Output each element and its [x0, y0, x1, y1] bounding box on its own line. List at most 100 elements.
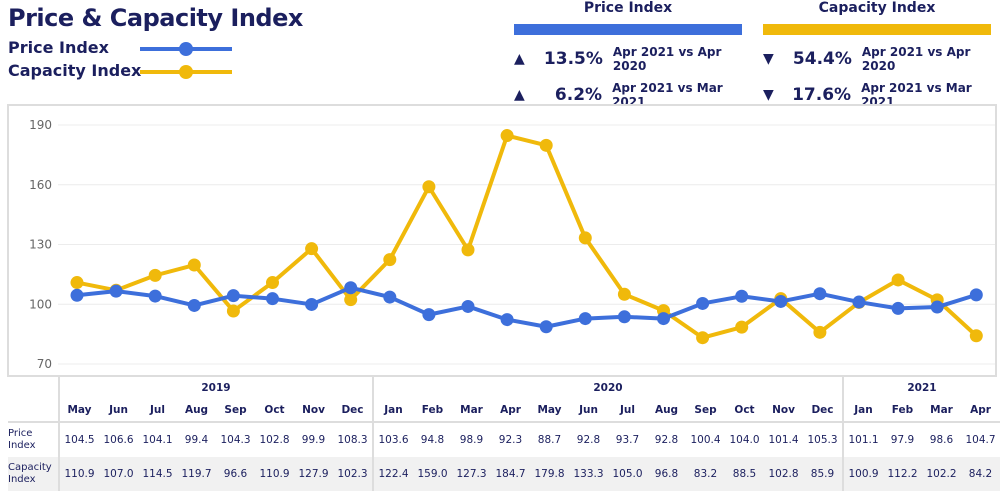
data-point [226, 289, 240, 303]
table-cell: 105.3 [807, 434, 838, 446]
kpi-label: Apr 2021 vs Apr 2020 [861, 45, 971, 73]
series-line [76, 133, 978, 340]
table-cell: 107.0 [99, 457, 138, 491]
table-cell: 96.8 [647, 457, 686, 491]
data-point [696, 331, 710, 345]
triangle-up-icon: ▲ [514, 51, 525, 67]
table-cell: 110.9 [58, 457, 99, 491]
triangle-up-icon: ▲ [514, 87, 525, 103]
month-header: Aug [647, 399, 686, 423]
month-header: Jun [99, 399, 138, 423]
month-header: Oct [255, 399, 294, 423]
data-point [70, 288, 84, 302]
y-tick-label: 70 [37, 357, 52, 371]
month-row: May Jun Jul Aug Sep Oct Nov Dec Jan Feb Mar Apr May J… [8, 399, 1000, 423]
table-cell: 105.0 [608, 457, 647, 491]
page-title: Price & Capacity Index [8, 4, 303, 32]
month-header: May [58, 399, 99, 423]
table-cell: 99.4 [184, 434, 209, 446]
table-cell: 103.6 [372, 422, 413, 457]
table-cell: 97.9 [890, 434, 915, 446]
table-cell: 88.7 [537, 434, 562, 446]
legend-capacity: Capacity Index [8, 61, 141, 80]
series-line [76, 285, 977, 329]
legend-label: Capacity Index [8, 61, 142, 80]
table-cell: 92.8 [654, 434, 679, 446]
table-row: Capacity Index 110.9 107.0 114.5 119.7 96.6 110… [8, 457, 1000, 491]
kpi-bar [763, 24, 991, 35]
legend-price: Price Index [8, 38, 109, 57]
data-table: 2019 2020 2021 May Jun Jul Aug Sep Oct Nov Dec Jan F… [8, 377, 1000, 491]
table-cell: 110.9 [255, 457, 294, 491]
table-cell: 101.1 [842, 422, 883, 457]
data-point [696, 296, 710, 310]
month-header: Nov [294, 399, 333, 423]
table-cell: 133.3 [569, 457, 608, 491]
table-cell: 184.7 [491, 457, 530, 491]
data-point [930, 300, 944, 314]
month-header: Jan [372, 399, 413, 423]
corner [8, 377, 59, 399]
table-cell: 101.4 [768, 434, 799, 446]
y-tick-label: 160 [29, 178, 52, 192]
data-point [461, 243, 475, 257]
month-header: Aug [177, 399, 216, 423]
data-point [70, 276, 84, 290]
legend-label: Price Index [8, 38, 109, 57]
month-header: Dec [333, 399, 373, 423]
table-cell: 104.1 [142, 434, 173, 446]
month-header: Feb [413, 399, 452, 423]
table-cell: 102.8 [764, 457, 803, 491]
month-header: Jul [608, 399, 647, 423]
year-header: 2020 [372, 377, 843, 399]
kpi-row: ▼ 54.4% Apr 2021 vs Apr 2020 [763, 45, 1003, 73]
kpi-pct: 13.5% [543, 49, 603, 69]
table-cell: 122.4 [372, 457, 413, 491]
kpi-header: Price Index [583, 0, 673, 16]
data-point [539, 138, 553, 152]
kpi-bar [514, 24, 742, 35]
data-point [109, 284, 123, 298]
month-header: Feb [883, 399, 922, 423]
legend-capacity-marker [179, 65, 193, 79]
data-point [305, 297, 319, 311]
table-cell: 106.6 [103, 434, 134, 446]
data-point [383, 253, 397, 267]
data-point [617, 287, 631, 301]
data-point [657, 312, 670, 326]
data-point [266, 276, 279, 290]
kpi-header: Capacity Index [818, 0, 936, 16]
month-header: Jan [842, 399, 883, 423]
y-tick-label: 100 [29, 297, 52, 311]
data-point [305, 242, 319, 256]
month-header: Nov [764, 399, 803, 423]
year-header: 2019 [58, 377, 373, 399]
row-label: Capacity Index [8, 457, 59, 491]
triangle-down-icon: ▼ [763, 87, 774, 103]
kpi-row: ▼ 17.6% Apr 2021 vs Mar 2021 [763, 81, 1003, 109]
data-point [500, 313, 514, 327]
data-point [461, 299, 475, 313]
data-point [969, 288, 983, 302]
month-header: May [530, 399, 569, 423]
line-chart: 70 100 130 160 190 [7, 104, 997, 377]
data-point [344, 293, 358, 307]
table-cell: 104.7 [965, 434, 996, 446]
data-point [735, 320, 749, 334]
data-point [578, 231, 592, 245]
y-tick-label: 190 [29, 118, 52, 132]
row-label: Price Index [8, 428, 36, 451]
month-header: Sep [216, 399, 255, 423]
table-cell: 127.3 [452, 457, 491, 491]
data-point [344, 281, 358, 295]
table-row: Price Index 104.5 106.6 104.1 99.4 104.3 102.8 9… [8, 422, 1000, 457]
table-cell: 108.3 [337, 434, 368, 446]
month-header: Mar [922, 399, 961, 423]
data-point [774, 294, 788, 308]
data-point [578, 312, 592, 326]
table-cell: 98.6 [929, 434, 954, 446]
data-point [422, 180, 436, 194]
table-cell: 114.5 [138, 457, 177, 491]
data-point [226, 304, 240, 318]
kpi-label: Apr 2021 vs Apr 2020 [612, 45, 722, 73]
